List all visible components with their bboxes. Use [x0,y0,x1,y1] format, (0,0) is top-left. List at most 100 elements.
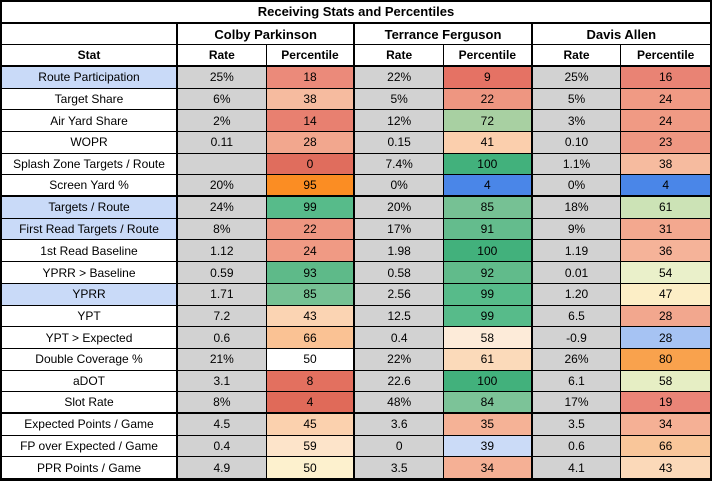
percentile-cell[interactable]: 61 [621,197,710,219]
percentile-cell[interactable]: 66 [621,435,710,458]
rate-header[interactable]: Rate [532,45,622,68]
stat-cell[interactable]: YPRR [2,283,178,306]
percentile-cell[interactable]: 100 [443,240,533,263]
percentile-cell[interactable]: 4 [621,175,710,198]
percentile-cell[interactable]: 95 [266,175,356,198]
stat-cell[interactable]: PPR Points / Game [2,457,178,479]
percentile-cell[interactable]: 80 [621,348,710,371]
rate-cell[interactable]: 4.5 [178,413,267,436]
percentile-cell[interactable]: 9 [443,67,533,89]
percentile-cell[interactable]: 43 [266,305,356,328]
percentile-cell[interactable]: 31 [621,218,710,241]
percentile-cell[interactable]: 28 [621,305,710,328]
rate-cell[interactable]: 7.2 [178,305,267,328]
percentile-cell[interactable]: 24 [621,110,710,133]
percentile-cell[interactable]: 85 [266,283,356,306]
rate-cell[interactable]: -0.9 [532,327,622,349]
percentile-cell[interactable]: 99 [443,305,533,328]
rate-cell[interactable]: 0.4 [178,435,267,458]
percentile-cell[interactable]: 19 [621,392,710,414]
stat-cell[interactable]: Targets / Route [2,197,178,219]
rate-cell[interactable]: 20% [355,197,444,219]
rate-cell[interactable]: 0.58 [355,262,444,284]
percentile-cell[interactable]: 50 [266,457,356,479]
percentile-cell[interactable]: 38 [266,88,356,111]
percentile-cell[interactable]: 93 [266,262,356,284]
rate-cell[interactable]: 21% [178,348,267,371]
rate-cell[interactable]: 0.4 [355,327,444,349]
percentile-cell[interactable]: 100 [443,370,533,393]
stat-cell[interactable]: Slot Rate [2,392,178,414]
rate-cell[interactable]: 17% [532,392,622,414]
rate-cell[interactable]: 25% [532,67,622,89]
rate-cell[interactable]: 48% [355,392,444,414]
percentile-cell[interactable]: 36 [621,240,710,263]
player-header[interactable]: Davis Allen [532,23,710,46]
rate-cell[interactable]: 0% [355,175,444,198]
rate-cell[interactable]: 9% [532,218,622,241]
rate-cell[interactable]: 26% [532,348,622,371]
rate-cell[interactable]: 2.56 [355,283,444,306]
percentile-cell[interactable]: 28 [266,132,356,154]
rate-cell[interactable]: 0% [532,175,622,198]
percentile-cell[interactable]: 24 [621,88,710,111]
rate-cell[interactable]: 3.5 [355,457,444,479]
percentile-cell[interactable]: 22 [443,88,533,111]
rate-cell[interactable]: 17% [355,218,444,241]
percentile-cell[interactable]: 8 [266,370,356,393]
stat-cell[interactable]: Screen Yard % [2,175,178,198]
rate-cell[interactable]: 1.71 [178,283,267,306]
percentile-cell[interactable]: 43 [621,457,710,479]
stat-header[interactable]: Stat [2,45,178,68]
rate-cell[interactable]: 1.20 [532,283,622,306]
percentile-cell[interactable]: 4 [266,392,356,414]
rate-cell[interactable]: 3.1 [178,370,267,393]
rate-cell[interactable]: 5% [355,88,444,111]
percentile-cell[interactable]: 66 [266,327,356,349]
stat-cell[interactable]: Air Yard Share [2,110,178,133]
player-header[interactable]: Colby Parkinson [178,23,356,46]
stat-cell[interactable]: Target Share [2,88,178,111]
rate-cell[interactable]: 6.1 [532,370,622,393]
percentile-cell[interactable]: 4 [443,175,533,198]
rate-cell[interactable]: 1.1% [532,153,622,176]
rate-cell[interactable] [178,153,267,176]
percentile-cell[interactable]: 39 [443,435,533,458]
percentile-cell[interactable]: 99 [443,283,533,306]
rate-cell[interactable]: 0.59 [178,262,267,284]
percentile-cell[interactable]: 58 [621,370,710,393]
rate-cell[interactable]: 6.5 [532,305,622,328]
rate-cell[interactable]: 5% [532,88,622,111]
percentile-cell[interactable]: 23 [621,132,710,154]
stat-cell[interactable]: Double Coverage % [2,348,178,371]
percentile-cell[interactable]: 61 [443,348,533,371]
stat-cell[interactable]: 1st Read Baseline [2,240,178,263]
stat-cell[interactable]: aDOT [2,370,178,393]
rate-cell[interactable]: 0.15 [355,132,444,154]
rate-cell[interactable]: 4.1 [532,457,622,479]
rate-cell[interactable]: 0.10 [532,132,622,154]
percentile-cell[interactable]: 47 [621,283,710,306]
percentile-cell[interactable]: 84 [443,392,533,414]
percentile-cell[interactable]: 16 [621,67,710,89]
rate-cell[interactable]: 20% [178,175,267,198]
stat-cell[interactable]: YPRR > Baseline [2,262,178,284]
rate-cell[interactable]: 8% [178,392,267,414]
percentile-cell[interactable]: 58 [443,327,533,349]
percentile-cell[interactable]: 99 [266,197,356,219]
corner-cell[interactable] [2,23,178,46]
rate-cell[interactable]: 0 [355,435,444,458]
rate-cell[interactable]: 1.12 [178,240,267,263]
percentile-cell[interactable]: 22 [266,218,356,241]
percentile-cell[interactable]: 45 [266,413,356,436]
stat-cell[interactable]: First Read Targets / Route [2,218,178,241]
percentile-cell[interactable]: 54 [621,262,710,284]
rate-cell[interactable]: 3.5 [532,413,622,436]
rate-cell[interactable]: 0.11 [178,132,267,154]
stat-cell[interactable]: YPT [2,305,178,328]
percentile-header[interactable]: Percentile [266,45,356,68]
stat-cell[interactable]: FP over Expected / Game [2,435,178,458]
percentile-cell[interactable]: 34 [443,457,533,479]
stat-cell[interactable]: YPT > Expected [2,327,178,349]
rate-cell[interactable]: 3.6 [355,413,444,436]
